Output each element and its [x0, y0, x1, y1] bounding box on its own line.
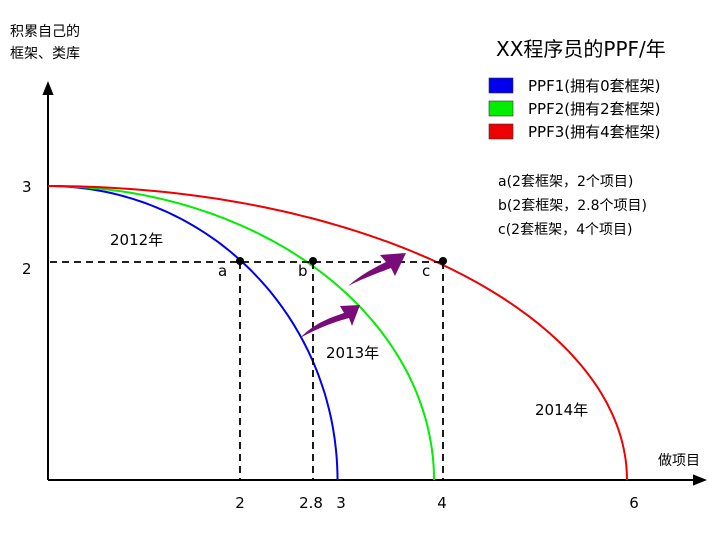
year-label-2014: 2014年 — [535, 401, 588, 419]
year-label-2013: 2013年 — [326, 344, 379, 362]
y-axis-label-line-1: 积累自己的 — [10, 24, 80, 40]
point-c-marker — [439, 257, 447, 265]
y-tick-label-3: 3 — [22, 178, 32, 196]
chart-title: XX程序员的PPF/年 — [496, 37, 666, 61]
legend-label-ppf3: PPF3(拥有4套框架) — [528, 123, 661, 141]
ppf3-curve — [48, 185, 628, 481]
legend-swatch-ppf1 — [488, 77, 514, 94]
legend-swatch-ppf3 — [488, 123, 514, 140]
shift-arrow-lower — [300, 305, 360, 338]
legend-swatch-ppf2 — [488, 100, 514, 117]
legend-label-ppf2: PPF2(拥有2套框架) — [528, 100, 661, 118]
note-point-b: b(2套框架，2.8个项目) — [498, 198, 647, 214]
x-tick-label-6: 6 — [629, 494, 639, 512]
year-label-2012: 2012年 — [110, 231, 163, 249]
x-tick-label-4: 4 — [437, 494, 447, 512]
ppf1-curve — [48, 185, 339, 480]
point-b-label: b — [298, 262, 308, 280]
x-tick-label-2: 2 — [235, 494, 245, 512]
y-axis-label-line-2: 框架、类库 — [10, 46, 80, 62]
note-point-c: c(2套框架，4个项目) — [498, 222, 632, 238]
legend-label-ppf1: PPF1(拥有0套框架) — [528, 77, 661, 95]
point-a-marker — [236, 257, 244, 265]
x-tick-label-2-8: 2.8 — [299, 494, 323, 512]
point-b-marker — [309, 257, 317, 265]
y-tick-label-2: 2 — [22, 260, 32, 278]
ppf2-curve — [48, 185, 435, 481]
shift-arrow-upper — [348, 253, 406, 286]
point-a-label: a — [218, 262, 227, 280]
note-point-a: a(2套框架，2个项目) — [498, 174, 633, 190]
point-c-label: c — [422, 262, 430, 280]
x-tick-label-3: 3 — [336, 494, 346, 512]
x-axis-label: 做项目 — [658, 453, 700, 469]
